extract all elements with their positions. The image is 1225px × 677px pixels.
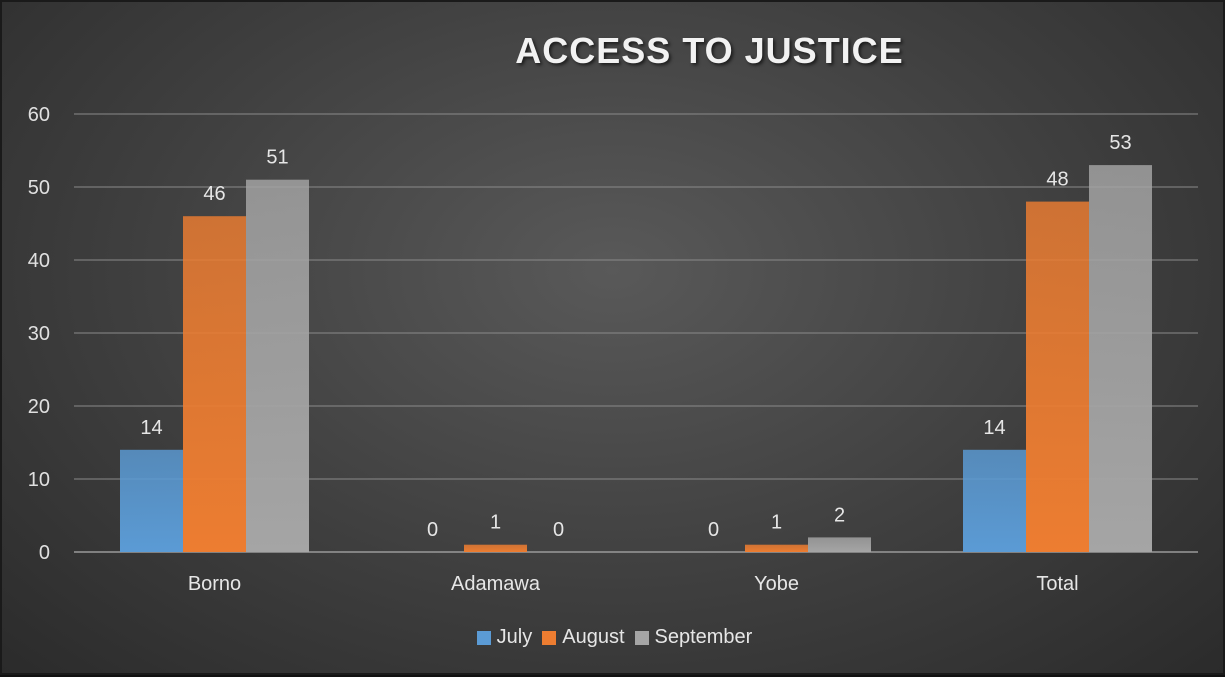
x-axis-ticks: Borno Adamawa Yobe Total [188, 573, 1079, 595]
data-label: 1 [771, 512, 782, 534]
legend-item-september: September [634, 626, 753, 649]
data-label: 0 [708, 519, 719, 541]
data-label: 46 [203, 183, 225, 205]
legend: July August September [2, 626, 1225, 649]
y-axis-ticks: 0 10 20 30 40 50 60 [28, 104, 50, 564]
data-label: 14 [140, 417, 162, 439]
data-label: 51 [266, 147, 288, 169]
x-tick-label: Yobe [754, 573, 799, 595]
legend-swatch [476, 630, 491, 645]
legend-item-august: August [542, 626, 625, 649]
legend-swatch [542, 630, 557, 645]
legend-item-july: July [476, 626, 533, 649]
legend-label: August [562, 626, 625, 648]
bar-september-total [1089, 165, 1152, 552]
data-label: 0 [553, 519, 564, 541]
x-tick-label: Borno [188, 573, 241, 595]
y-tick-label: 50 [28, 177, 50, 199]
data-label: 2 [834, 504, 845, 526]
x-tick-label: Total [1036, 573, 1078, 595]
chart-title: ACCESS TO JUSTICE [515, 30, 904, 71]
y-tick-label: 0 [39, 542, 50, 564]
x-tick-label: Adamawa [451, 573, 541, 595]
data-label: 0 [427, 519, 438, 541]
y-tick-label: 30 [28, 323, 50, 345]
bar-august-borno [183, 216, 246, 552]
y-tick-label: 40 [28, 250, 50, 272]
data-label: 1 [490, 512, 501, 534]
bar-september-borno [246, 179, 309, 552]
bar-august-yobe [745, 544, 808, 552]
data-label: 14 [983, 417, 1005, 439]
data-label: 48 [1046, 169, 1068, 191]
bars [120, 165, 1152, 552]
legend-label: July [496, 626, 533, 648]
y-tick-label: 20 [28, 396, 50, 418]
bar-august-adamawa [464, 544, 527, 552]
y-tick-label: 60 [28, 104, 50, 126]
legend-swatch [634, 630, 649, 645]
bar-july-borno [120, 449, 183, 552]
data-labels: 14 46 51 0 1 0 0 1 2 14 48 53 [140, 132, 1131, 541]
bar-august-total [1026, 201, 1089, 552]
bar-september-yobe [808, 537, 871, 552]
data-label: 53 [1109, 132, 1131, 154]
legend-label: September [654, 626, 753, 648]
y-tick-label: 10 [28, 469, 50, 491]
bar-july-total [963, 449, 1026, 552]
